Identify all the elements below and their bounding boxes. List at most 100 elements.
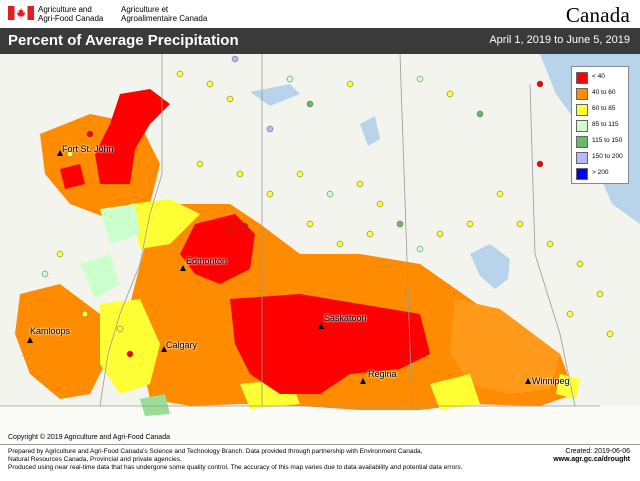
footer-line-3: Produced using near real-time data that … [8,464,463,471]
legend-swatch [576,120,588,132]
zone-85-to-115-southeast-bc [140,394,170,416]
station-dot [236,170,244,178]
legend-item-115-to-150: 115 to 150 [576,136,628,148]
legend-label: 85 to 115 [592,121,619,128]
station-dot [176,70,184,78]
legend-label: 60 to 85 [592,105,616,112]
legend-swatch [576,136,588,148]
header: Agriculture and Agri-Food Canada Agricul… [0,0,640,28]
station-dot [496,190,504,198]
canada-flag-icon [8,6,34,20]
footer: Prepared by Agriculture and Agri-Food Ca… [0,444,640,481]
station-dot [466,220,474,228]
station-dot [336,240,344,248]
station-dot [576,260,584,268]
agency-name-french: Agriculture et Agroalimentaire Canada [121,5,207,23]
city-marker-icon [360,378,366,384]
map-title: Percent of Average Precipitation [8,32,239,49]
agency-fr-line2: Agroalimentaire Canada [121,14,208,23]
zone-85-to-115-mountains [80,254,120,299]
city-marker-icon [27,337,33,343]
station-dot [306,220,314,228]
lake-winnipeg-water [470,244,510,289]
manitoba-ontario-boundary [529,83,576,407]
zone-below-40-saskatchewan [230,294,430,394]
station-dot [226,95,234,103]
city-label-regina: Regina [368,369,397,379]
station-dot [396,220,404,228]
station-dot [266,125,274,133]
legend-item-150-to-200: 150 to 200 [576,152,628,164]
city-marker-icon [180,265,186,271]
legend: < 40 40 to 60 60 to 85 85 to 115 115 to … [571,66,629,184]
province-boundaries [0,54,600,407]
city-marker-icon [57,150,63,156]
station-dot [366,230,374,238]
legend-label: < 40 [592,73,605,80]
station-dot [356,180,364,188]
station-dot [346,80,354,88]
legend-item-40-to-60: 40 to 60 [576,88,628,100]
legend-swatch [576,152,588,164]
zone-40-to-60-manitoba [450,299,560,394]
agency-name-english: Agriculture and Agri-Food Canada [38,5,103,23]
legend-item-85-to-115: 85 to 115 [576,120,628,132]
city-label-edmonton: Edmonton [186,256,228,266]
station-dot [416,245,424,253]
station-dot [306,100,314,108]
legend-item-60-to-85: 60 to 85 [576,104,628,116]
station-dot [536,80,544,88]
zone-60-to-85-north-alberta [130,199,200,249]
date-range: April 1, 2019 to June 5, 2019 [489,34,630,46]
station-dot [416,75,424,83]
saskatchewan-manitoba-boundary [399,54,413,407]
title-bar: Percent of Average Precipitation April 1… [0,28,640,54]
lake-athabasca-water [250,84,300,106]
city-marker-icon [525,378,531,384]
station-dot [231,55,239,63]
station-dot [516,220,524,228]
city-label-kamloops: Kamloops [30,326,71,336]
station-dot [56,250,64,258]
legend-label: > 200 [592,169,609,176]
legend-item-above-200: > 200 [576,168,628,180]
station-dot [196,160,204,168]
legend-label: 115 to 150 [592,137,623,144]
station-dot [566,310,574,318]
station-dot [116,325,124,333]
drought-website-link[interactable]: www.agr.gc.ca/drought [553,456,630,463]
footer-line-1: Prepared by Agriculture and Agri-Food Ca… [8,448,423,455]
canada-wordmark: Canada [565,3,630,27]
city-label-fort-st-john: Fort St. John [62,144,114,154]
station-dot [476,110,484,118]
station-dot [126,350,134,358]
station-dot [296,170,304,178]
station-dot [376,200,384,208]
zone-below-40-edmonton [180,214,255,284]
station-dot [206,80,214,88]
station-dot [596,290,604,298]
bc-alberta-boundary [99,54,163,407]
zone-85-to-115-bc [100,204,140,244]
zone-below-40-west [60,164,85,189]
station-dot [606,330,614,338]
us-area [0,406,640,444]
legend-label: 150 to 200 [592,153,623,160]
station-dot [326,190,334,198]
city-marker-icon [161,346,167,352]
city-label-calgary: Calgary [166,340,198,350]
station-dot [226,225,234,233]
legend-swatch [576,88,588,100]
city-marker-icon [318,323,324,329]
precipitation-map [0,54,640,444]
station-dot [446,90,454,98]
agency-en-line1: Agriculture and [38,5,92,14]
city-label-saskatoon: Saskatoon [324,313,367,323]
legend-swatch [576,168,588,180]
reindeer-lake-water [360,116,380,146]
created-date: Created: 2019-06-06 [565,448,630,455]
station-dot [286,75,294,83]
zone-below-40-fort-st-john [95,89,170,184]
agency-en-line2: Agri-Food Canada [38,14,104,23]
legend-swatch [576,72,588,84]
